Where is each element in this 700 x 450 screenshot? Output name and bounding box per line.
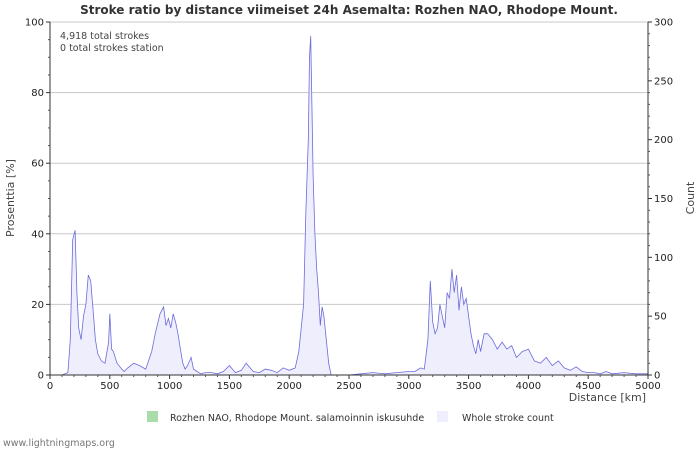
x-tick-label-2000: 2000 bbox=[276, 381, 301, 392]
y-left-tick-label-40: 40 bbox=[31, 229, 44, 240]
legend-swatch-station-ratio bbox=[147, 411, 158, 422]
y-left-tick-label-20: 20 bbox=[31, 300, 44, 311]
y-left-tick-label-100: 100 bbox=[25, 18, 44, 29]
y-right-tick-label-50: 50 bbox=[654, 312, 667, 323]
x-tick-label-4500: 4500 bbox=[575, 381, 600, 392]
y-right-tick-label-150: 150 bbox=[654, 194, 673, 205]
axes bbox=[46, 21, 652, 379]
x-tick-label-1500: 1500 bbox=[217, 381, 242, 392]
y-right-tick-label-100: 100 bbox=[654, 253, 673, 264]
legend: Rozhen NAO, Rhodope Mount. salamoinnin i… bbox=[147, 411, 554, 424]
series-layer bbox=[50, 36, 648, 376]
series-line-1 bbox=[50, 36, 648, 376]
chart-title: Stroke ratio by distance viimeiset 24h A… bbox=[80, 3, 618, 17]
footer-credit[interactable]: www.lightningmaps.org bbox=[3, 438, 115, 449]
y-right-tick-label-200: 200 bbox=[654, 135, 673, 146]
x-tick-label-0: 0 bbox=[47, 381, 53, 392]
legend-label-whole-count: Whole stroke count bbox=[462, 413, 554, 424]
gridlines bbox=[50, 21, 648, 305]
x-tick-label-500: 500 bbox=[100, 381, 119, 392]
y-axis-left-label: Prosenttia [%] bbox=[4, 159, 17, 237]
legend-swatch-whole-count bbox=[437, 411, 448, 422]
note-total-strokes: 4,918 total strokes bbox=[60, 31, 149, 42]
x-tick-label-3000: 3000 bbox=[396, 381, 421, 392]
tick-labels: 0 500 1000 1500 2000 2500 3000 3500 4000 4500 5000… bbox=[25, 18, 673, 393]
y-right-tick-label-250: 250 bbox=[654, 76, 673, 87]
x-tick-label-2500: 2500 bbox=[336, 381, 361, 392]
y-right-tick-label-300: 300 bbox=[654, 18, 673, 29]
y-left-tick-label-80: 80 bbox=[31, 88, 44, 99]
plot-area bbox=[49, 21, 649, 376]
y-left-tick-label-60: 60 bbox=[31, 159, 44, 170]
x-tick-label-5000: 5000 bbox=[635, 381, 660, 392]
y-right-tick-label-0: 0 bbox=[654, 371, 660, 382]
series-area-1 bbox=[50, 36, 648, 375]
y-axis-right-label: Count bbox=[684, 181, 697, 214]
x-tick-label-1000: 1000 bbox=[157, 381, 182, 392]
x-tick-label-4000: 4000 bbox=[516, 381, 541, 392]
x-axis-label: Distance [km] bbox=[569, 391, 646, 404]
legend-label-station-ratio: Rozhen NAO, Rhodope Mount. salamoinnin i… bbox=[170, 413, 424, 424]
y-left-tick-label-0: 0 bbox=[38, 371, 44, 382]
x-tick-label-3500: 3500 bbox=[456, 381, 481, 392]
note-total-strokes-station: 0 total strokes station bbox=[60, 43, 164, 54]
